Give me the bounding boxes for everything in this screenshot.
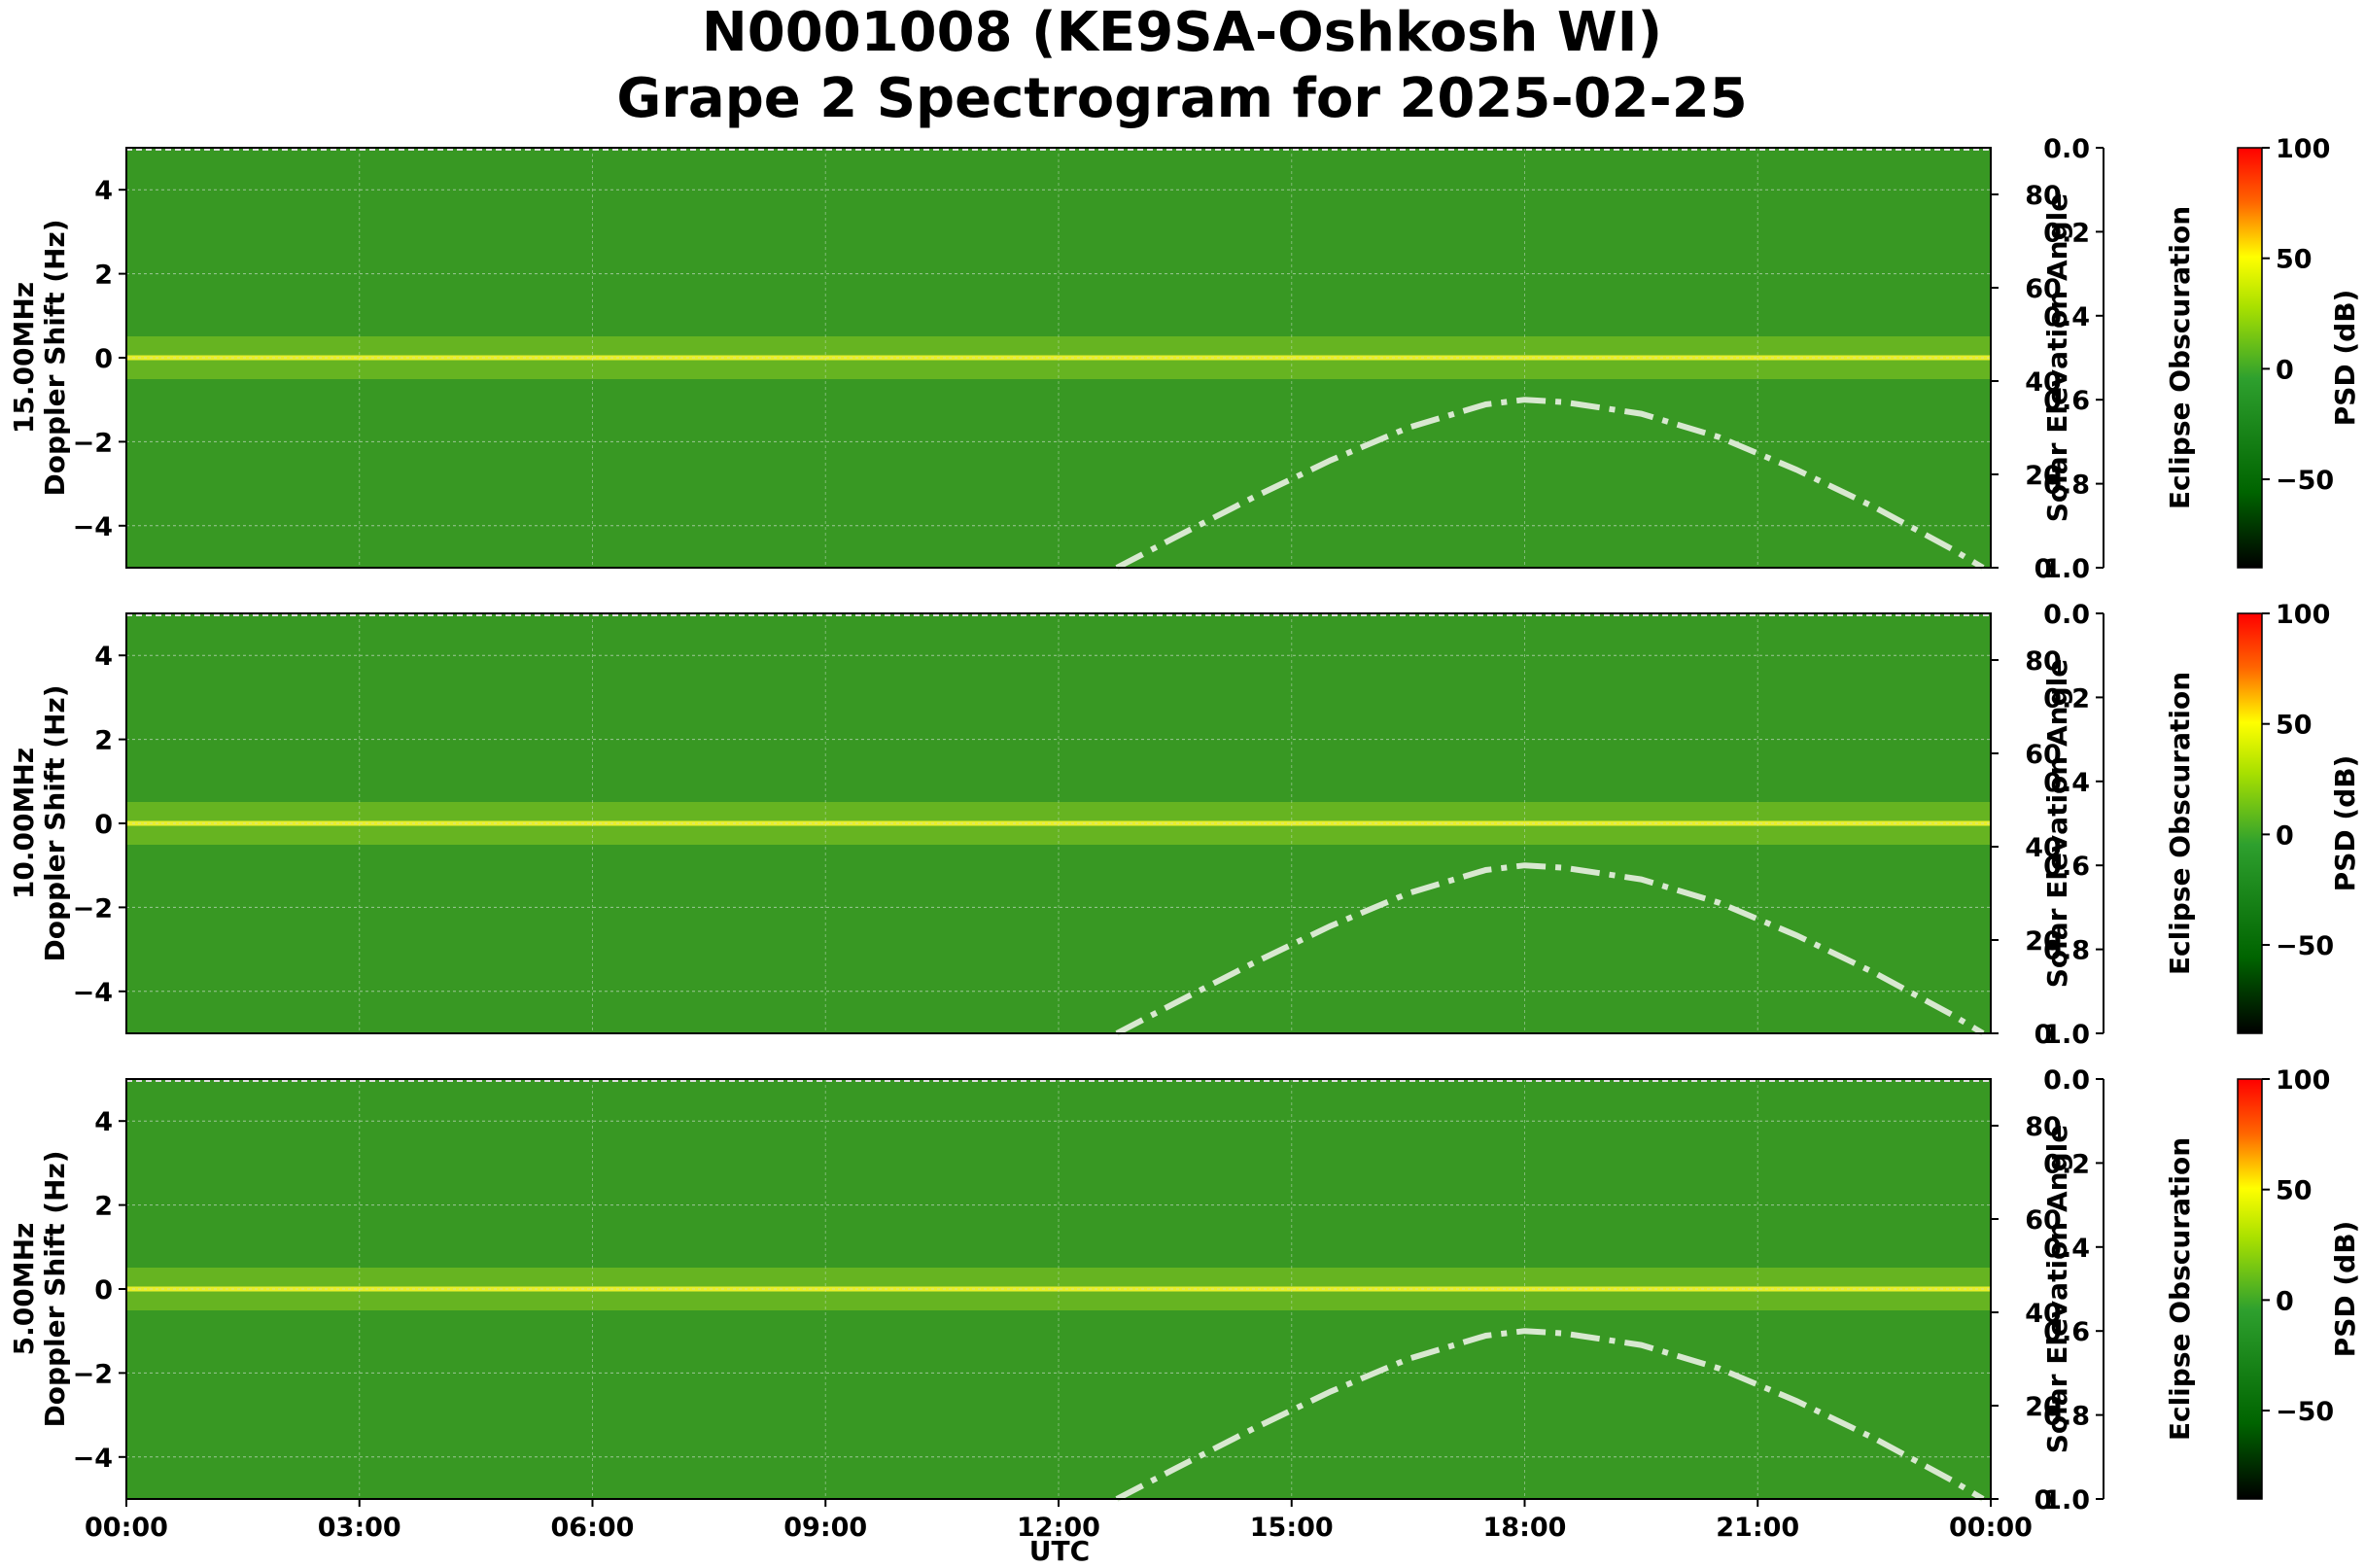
x-tick-label: 06:00: [551, 1513, 635, 1543]
y-axis-label: Doppler Shift (Hz): [39, 684, 71, 961]
eclipse-tick-label: 0.4: [2043, 302, 2090, 332]
colorbar-tick-label: −50: [2276, 466, 2334, 496]
eclipse-tick-label: 0.4: [2043, 1234, 2090, 1264]
y-axis-label: Doppler Shift (Hz): [39, 219, 71, 496]
elevation-tick-label: 60: [2025, 740, 2062, 770]
colorbar-tick-label: 0: [2276, 820, 2294, 851]
x-tick-label: 15:00: [1250, 1513, 1334, 1543]
elevation-tick-label: 0: [2035, 1020, 2053, 1050]
colorbar-tick-label: 0: [2276, 1286, 2294, 1316]
y-tick-label: 2: [94, 726, 113, 756]
eclipse-tick-label: 0.0: [2043, 1065, 2090, 1096]
y-tick-label: 4: [94, 642, 113, 672]
eclipse-axis-label: Eclipse Obscuration: [2164, 672, 2196, 975]
solar-elevation-curve: [1115, 1328, 1985, 1502]
y-tick-label: −2: [73, 893, 113, 923]
figure-title-line1: N0001008 (KE9SA-Oshkosh WI): [702, 1, 1662, 64]
elevation-tick-label: 40: [2025, 367, 2062, 398]
y-tick-label: 0: [94, 1275, 113, 1306]
elevation-tick-label: 40: [2025, 1299, 2062, 1329]
x-tick-label: 21:00: [1716, 1513, 1799, 1543]
eclipse-tick-label: 0.0: [2043, 600, 2090, 630]
colorbar-label: PSD (dB): [2329, 290, 2361, 427]
y-tick-label: −2: [73, 428, 113, 458]
eclipse-tick-label: 0.2: [2043, 218, 2090, 248]
colorbar-label: PSD (dB): [2329, 1221, 2361, 1358]
elevation-tick-label: 80: [2025, 181, 2062, 211]
elevation-tick-label: 60: [2025, 1205, 2062, 1236]
panel-frequency-label: 15.00MHz: [8, 282, 40, 434]
panel-frequency-label: 10.00MHz: [8, 748, 40, 899]
y-tick-label: 4: [94, 176, 113, 206]
colorbar-tick-label: 0: [2276, 355, 2294, 385]
colorbar: [2237, 612, 2263, 1034]
colorbar-tick-label: −50: [2276, 1397, 2334, 1427]
eclipse-tick-label: 0.2: [2043, 683, 2090, 714]
eclipse-tick-label: 1.0: [2043, 554, 2090, 584]
elevation-tick-label: 20: [2025, 461, 2062, 491]
y-tick-label: −4: [73, 978, 113, 1008]
elevation-tick-label: 20: [2025, 1392, 2062, 1422]
eclipse-tick-label: 0.0: [2043, 134, 2090, 164]
elevation-tick-label: 0: [2035, 554, 2053, 584]
y-tick-label: 4: [94, 1107, 113, 1137]
x-tick-label: 12:00: [1017, 1513, 1100, 1543]
colorbar-tick-label: 50: [2276, 711, 2313, 741]
y-tick-label: 0: [94, 810, 113, 840]
panel-1: 420−2−415.00MHz Doppler Shift (Hz)8060402…: [8, 134, 2361, 584]
colorbar-tick-label: 50: [2276, 245, 2313, 275]
x-tick-label: 00:00: [1949, 1513, 2033, 1543]
elevation-tick-label: 60: [2025, 274, 2062, 304]
eclipse-axis-label: Eclipse Obscuration: [2164, 206, 2196, 509]
eclipse-tick-label: 0.2: [2043, 1149, 2090, 1179]
solar-elevation-curve: [1115, 862, 1985, 1036]
panel-3: 420−2−45.00MHz Doppler Shift (Hz)80604020…: [8, 1065, 2361, 1516]
x-tick-label: 03:00: [318, 1513, 401, 1543]
elevation-tick-label: 40: [2025, 833, 2062, 863]
eclipse-tick-label: 0.6: [2043, 1317, 2090, 1347]
eclipse-tick-label: 0.4: [2043, 768, 2090, 798]
elevation-tick-label: 0: [2035, 1485, 2053, 1516]
colorbar: [2237, 147, 2263, 569]
colorbar-tick-label: 100: [2276, 1065, 2330, 1096]
panel-frequency-label: 5.00MHz: [8, 1223, 40, 1356]
x-axis-label: UTC: [1029, 1535, 1090, 1567]
eclipse-tick-label: 1.0: [2043, 1020, 2090, 1050]
elevation-axis-label: Solar Elevation Angle: [2041, 659, 2073, 988]
y-tick-label: 2: [94, 261, 113, 291]
elevation-axis-label: Solar Elevation Angle: [2041, 193, 2073, 522]
eclipse-axis-label: Eclipse Obscuration: [2164, 1137, 2196, 1441]
colorbar-tick-label: 100: [2276, 600, 2330, 630]
elevation-tick-label: 80: [2025, 1112, 2062, 1142]
elevation-tick-label: 80: [2025, 646, 2062, 677]
eclipse-tick-label: 0.8: [2043, 470, 2090, 501]
eclipse-tick-label: 0.6: [2043, 852, 2090, 882]
eclipse-tick-label: 0.6: [2043, 386, 2090, 416]
eclipse-tick-label: 0.8: [2043, 1402, 2090, 1432]
y-tick-label: −4: [73, 512, 113, 542]
colorbar-tick-label: −50: [2276, 931, 2334, 961]
y-tick-label: 0: [94, 344, 113, 374]
elevation-tick-label: 20: [2025, 926, 2062, 957]
figure-title-line2: Grape 2 Spectrogram for 2025-02-25: [616, 67, 1747, 130]
elevation-axis-label: Solar Elevation Angle: [2041, 1125, 2073, 1453]
solar-elevation-curve: [1115, 397, 1985, 571]
colorbar-label: PSD (dB): [2329, 755, 2361, 892]
colorbar: [2237, 1078, 2263, 1500]
y-axis-label: Doppler Shift (Hz): [39, 1150, 71, 1427]
y-tick-label: −2: [73, 1359, 113, 1389]
panel-2: 420−2−410.00MHz Doppler Shift (Hz)8060402…: [8, 600, 2361, 1050]
x-tick-label: 09:00: [783, 1513, 867, 1543]
eclipse-tick-label: 0.8: [2043, 936, 2090, 966]
x-tick-label: 18:00: [1483, 1513, 1567, 1543]
x-tick-label: 00:00: [85, 1513, 168, 1543]
y-tick-label: −4: [73, 1444, 113, 1474]
y-tick-label: 2: [94, 1192, 113, 1222]
colorbar-tick-label: 50: [2276, 1176, 2313, 1206]
colorbar-tick-label: 100: [2276, 134, 2330, 164]
eclipse-tick-label: 1.0: [2043, 1485, 2090, 1516]
